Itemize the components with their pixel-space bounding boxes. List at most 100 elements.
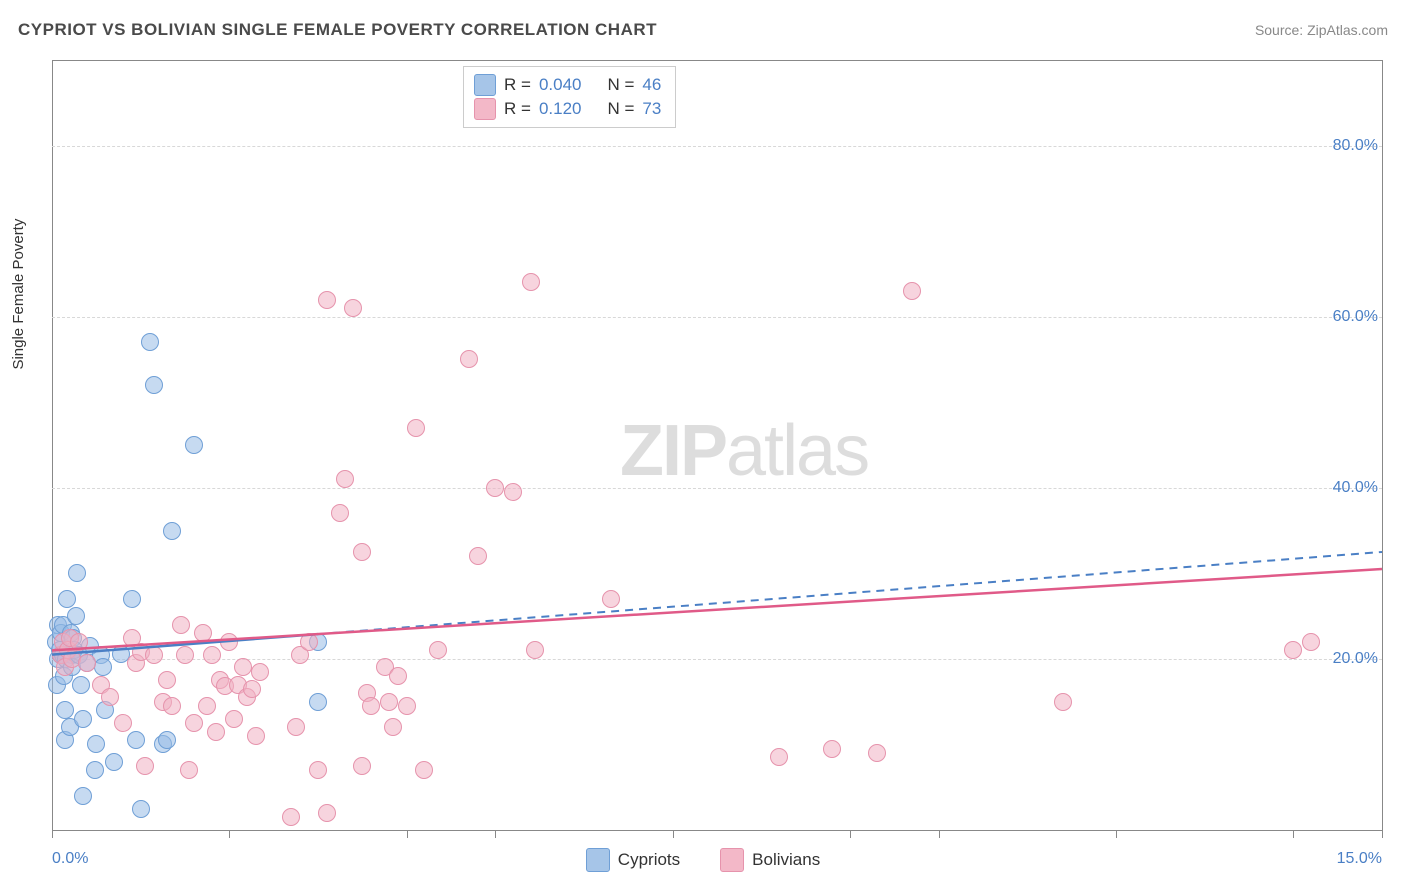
chart-header: CYPRIOT VS BOLIVIAN SINGLE FEMALE POVERT…	[18, 20, 1388, 40]
data-point	[220, 633, 238, 651]
data-point	[194, 624, 212, 642]
data-point	[163, 697, 181, 715]
data-point	[58, 590, 76, 608]
data-point	[56, 701, 74, 719]
data-point	[384, 718, 402, 736]
data-point	[132, 800, 150, 818]
data-point	[318, 804, 336, 822]
stats-row-cypriots: R = 0.040 N = 46	[474, 73, 661, 97]
data-point	[1302, 633, 1320, 651]
data-point	[101, 688, 119, 706]
data-point	[141, 333, 159, 351]
y-tick-label: 80.0%	[1333, 137, 1378, 155]
stats-n-label: N =	[607, 97, 634, 121]
data-point	[203, 646, 221, 664]
chart-source: Source: ZipAtlas.com	[1255, 22, 1388, 38]
data-point	[353, 543, 371, 561]
x-tick	[939, 830, 940, 838]
data-point	[331, 504, 349, 522]
x-tick	[673, 830, 674, 838]
data-point	[526, 641, 544, 659]
data-point	[78, 654, 96, 672]
data-point	[823, 740, 841, 758]
data-point	[127, 731, 145, 749]
data-point	[344, 299, 362, 317]
grid-line	[52, 317, 1382, 318]
data-point	[398, 697, 416, 715]
data-point	[145, 646, 163, 664]
stats-row-bolivians: R = 0.120 N = 73	[474, 97, 661, 121]
stats-r-label: R =	[504, 73, 531, 97]
data-point	[362, 697, 380, 715]
legend-swatch-bolivians	[720, 848, 744, 872]
x-tick	[1116, 830, 1117, 838]
x-tick	[1382, 830, 1383, 838]
y-tick-label: 40.0%	[1333, 479, 1378, 497]
data-point	[287, 718, 305, 736]
grid-line	[52, 488, 1382, 489]
data-point	[185, 436, 203, 454]
data-point	[903, 282, 921, 300]
x-tick	[1293, 830, 1294, 838]
data-point	[136, 757, 154, 775]
data-point	[158, 731, 176, 749]
data-point	[504, 483, 522, 501]
x-tick	[52, 830, 53, 838]
data-point	[70, 633, 88, 651]
x-tick	[495, 830, 496, 838]
data-point	[460, 350, 478, 368]
data-point	[145, 376, 163, 394]
data-point	[180, 761, 198, 779]
data-point	[243, 680, 261, 698]
stats-swatch-bolivians	[474, 98, 496, 120]
data-point	[380, 693, 398, 711]
data-point	[300, 633, 318, 651]
data-point	[415, 761, 433, 779]
x-tick	[229, 830, 230, 838]
plot-area	[52, 60, 1383, 831]
grid-line	[52, 146, 1382, 147]
stats-r-value-bolivians: 0.120	[539, 97, 582, 121]
stats-n-value-bolivians: 73	[642, 97, 661, 121]
stats-n-value-cypriots: 46	[642, 73, 661, 97]
data-point	[114, 714, 132, 732]
data-point	[336, 470, 354, 488]
data-point	[389, 667, 407, 685]
x-axis-line	[52, 830, 1382, 831]
stats-r-label: R =	[504, 97, 531, 121]
data-point	[87, 735, 105, 753]
data-point	[67, 607, 85, 625]
data-point	[770, 748, 788, 766]
legend-label-bolivians: Bolivians	[752, 850, 820, 870]
chart-title: CYPRIOT VS BOLIVIAN SINGLE FEMALE POVERT…	[18, 20, 657, 40]
y-tick-label: 20.0%	[1333, 650, 1378, 668]
data-point	[429, 641, 447, 659]
data-point	[123, 590, 141, 608]
x-tick-label: 15.0%	[1337, 850, 1382, 868]
legend-swatch-cypriots	[586, 848, 610, 872]
data-point	[163, 522, 181, 540]
y-tick-label: 60.0%	[1333, 308, 1378, 326]
data-point	[185, 714, 203, 732]
x-tick	[850, 830, 851, 838]
y-axis-line	[52, 60, 53, 830]
data-point	[318, 291, 336, 309]
stats-box: R = 0.040 N = 46 R = 0.120 N = 73	[463, 66, 676, 128]
y-axis-label: Single Female Poverty	[10, 219, 27, 370]
data-point	[234, 658, 252, 676]
data-point	[309, 761, 327, 779]
x-tick-label: 0.0%	[52, 850, 88, 868]
legend-item-bolivians: Bolivians	[720, 848, 820, 872]
data-point	[1054, 693, 1072, 711]
legend-item-cypriots: Cypriots	[586, 848, 680, 872]
data-point	[176, 646, 194, 664]
data-point	[469, 547, 487, 565]
data-point	[158, 671, 176, 689]
data-point	[207, 723, 225, 741]
data-point	[225, 710, 243, 728]
data-point	[74, 710, 92, 728]
data-point	[198, 697, 216, 715]
bottom-legend: Cypriots Bolivians	[0, 848, 1406, 872]
stats-swatch-cypriots	[474, 74, 496, 96]
data-point	[74, 787, 92, 805]
